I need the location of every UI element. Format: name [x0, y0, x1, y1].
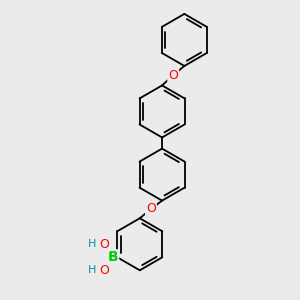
- Text: H: H: [88, 239, 97, 249]
- Text: O: O: [100, 264, 110, 277]
- Text: H: H: [88, 265, 97, 275]
- Text: O: O: [168, 69, 178, 82]
- Text: O: O: [146, 202, 156, 215]
- Text: O: O: [100, 238, 110, 251]
- Text: B: B: [107, 250, 118, 264]
